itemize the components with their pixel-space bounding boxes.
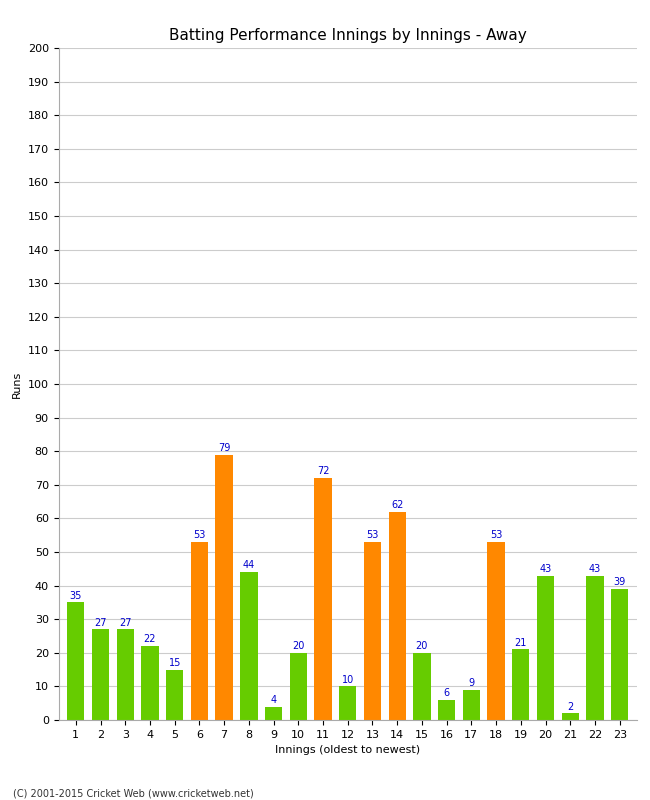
Bar [339,686,356,720]
Y-axis label: Runs: Runs [12,370,22,398]
Bar [463,690,480,720]
Bar [611,589,629,720]
Text: 53: 53 [490,530,502,540]
Text: 6: 6 [443,688,450,698]
Bar [141,646,159,720]
Text: 39: 39 [614,578,626,587]
Bar [116,630,134,720]
Bar [562,714,579,720]
Text: 9: 9 [468,678,474,688]
Bar [166,670,183,720]
Bar [488,542,505,720]
Bar [216,454,233,720]
Bar [364,542,381,720]
Bar [92,630,109,720]
Title: Batting Performance Innings by Innings - Away: Batting Performance Innings by Innings -… [169,28,526,42]
Bar [438,700,455,720]
Text: 15: 15 [168,658,181,668]
Bar [315,478,332,720]
Bar [290,653,307,720]
Bar [389,512,406,720]
Text: (C) 2001-2015 Cricket Web (www.cricketweb.net): (C) 2001-2015 Cricket Web (www.cricketwe… [13,788,254,798]
Bar [537,575,554,720]
Text: 35: 35 [70,590,82,601]
Bar [67,602,85,720]
Text: 72: 72 [317,466,330,477]
Bar [265,706,282,720]
Text: 21: 21 [515,638,527,648]
Bar [512,650,530,720]
Bar [190,542,208,720]
Bar [413,653,430,720]
Text: 43: 43 [589,564,601,574]
Text: 43: 43 [540,564,552,574]
Text: 27: 27 [119,618,131,627]
X-axis label: Innings (oldest to newest): Innings (oldest to newest) [275,746,421,755]
Bar [240,572,257,720]
Text: 2: 2 [567,702,573,712]
Text: 20: 20 [416,641,428,651]
Text: 20: 20 [292,641,304,651]
Text: 22: 22 [144,634,156,645]
Text: 27: 27 [94,618,107,627]
Text: 53: 53 [367,530,379,540]
Text: 10: 10 [342,674,354,685]
Text: 79: 79 [218,443,230,453]
Bar [586,575,604,720]
Text: 53: 53 [193,530,205,540]
Text: 44: 44 [242,561,255,570]
Text: 62: 62 [391,500,404,510]
Text: 4: 4 [270,695,277,705]
